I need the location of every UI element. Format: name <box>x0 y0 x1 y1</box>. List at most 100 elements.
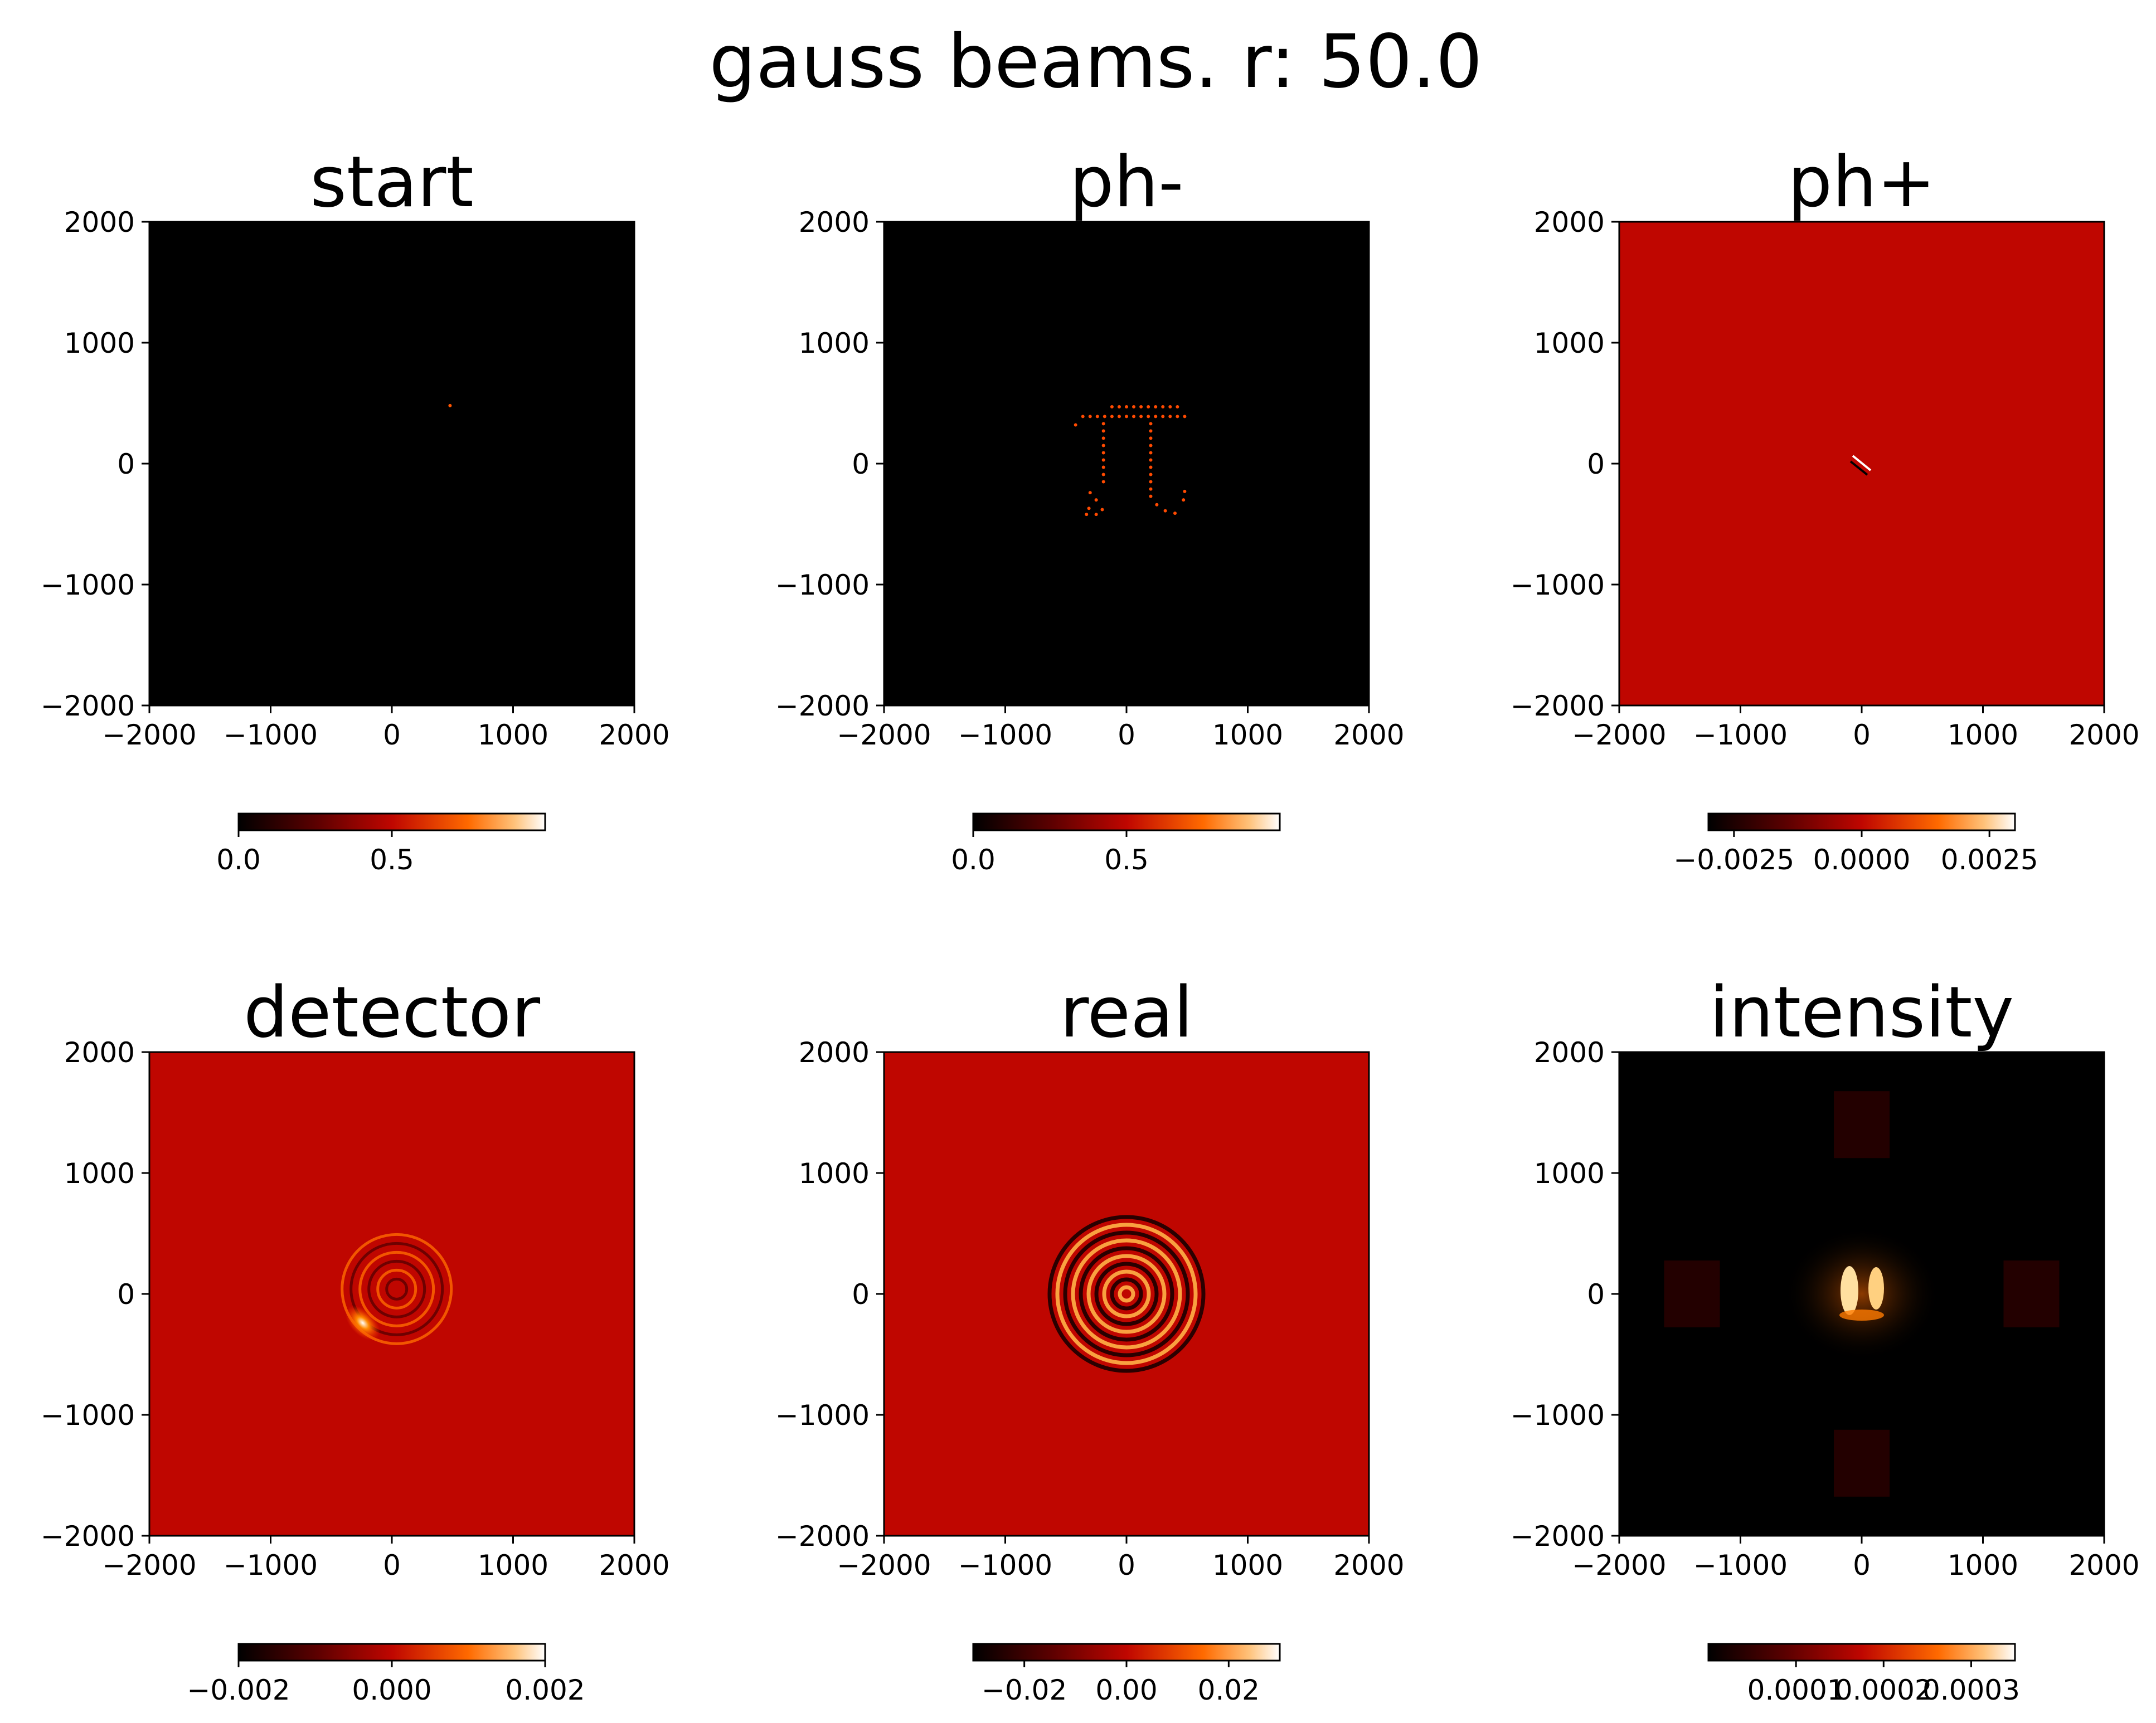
y-tick-label: 1000 <box>64 327 135 359</box>
colorbar <box>1707 1643 2016 1662</box>
y-tick-label: −1000 <box>775 1399 870 1432</box>
fringe-ring <box>349 1242 444 1336</box>
x-tick-label: −2000 <box>102 719 196 751</box>
beam-spot <box>1110 415 1114 418</box>
heatmap-image <box>884 222 1369 705</box>
beam-spot <box>1161 405 1165 409</box>
panel-title: ph+ <box>1788 141 1935 223</box>
fringe-ring <box>1110 1277 1143 1311</box>
x-tick-label: 2000 <box>2068 1549 2139 1581</box>
panel-6: intensity −2000 −1000 0 1000 2000 2000 1000 0 −10… <box>1511 971 2140 1706</box>
x-tick-label: 2000 <box>2068 719 2139 751</box>
side-lobe <box>1834 1091 1890 1159</box>
beam-spot <box>1101 480 1105 484</box>
panel-2: ph- −2000 −1000 0 1000 2000 2000 1000 0 −1000 −200… <box>775 141 1405 876</box>
colorbar-tick-label: 0.0003 <box>1922 1674 2020 1706</box>
colorbar-tick-label: −0.002 <box>187 1674 290 1706</box>
x-tick-label: 0 <box>383 719 401 751</box>
fringe-ring <box>1118 1285 1135 1303</box>
fringe-ring <box>1047 1215 1206 1373</box>
side-lobe <box>2003 1260 2060 1327</box>
y-tick-label: 2000 <box>64 1036 135 1069</box>
beam-spot <box>1168 415 1172 418</box>
y-tick-label: 2000 <box>799 206 870 239</box>
heatmap-features <box>1074 405 1187 517</box>
heatmap-features <box>448 403 452 407</box>
colorbar <box>237 812 546 831</box>
beam-spot <box>1147 415 1150 418</box>
colorbar-tick-label: 0.00 <box>1095 1674 1157 1706</box>
fringe-ring <box>1063 1230 1190 1357</box>
fringe-ring <box>367 1259 426 1318</box>
y-tick-label: −2000 <box>41 1520 135 1552</box>
x-tick-label: 2000 <box>599 1549 669 1581</box>
beam-spot <box>1094 498 1098 502</box>
beam-spot <box>1154 405 1158 409</box>
y-tick-label: 1000 <box>799 1157 870 1190</box>
y-tick-label: −1000 <box>41 569 135 601</box>
heatmap-features <box>1047 1215 1206 1373</box>
beam-spot <box>1103 415 1106 418</box>
colorbar <box>1707 812 2016 831</box>
side-lobe <box>1664 1260 1720 1327</box>
fringe-ring <box>1079 1246 1174 1342</box>
beam-spot <box>1182 498 1186 502</box>
beam-spot <box>1149 494 1153 498</box>
x-tick-label: 0 <box>1118 1549 1135 1581</box>
fringe-ring <box>1102 1269 1151 1318</box>
x-tick-label: 0 <box>1118 719 1135 751</box>
beam-spot <box>1081 415 1085 418</box>
panel-title: ph- <box>1069 141 1183 223</box>
beam-spot <box>1088 415 1092 418</box>
y-tick-label: 0 <box>852 448 870 480</box>
x-tick-label: 0 <box>383 1549 401 1581</box>
beam-spot <box>1139 405 1143 409</box>
heatmap-features <box>1664 1091 2060 1497</box>
beam-spot <box>1154 415 1158 418</box>
x-tick-label: −1000 <box>1693 719 1788 751</box>
beam-spot <box>1074 423 1077 427</box>
beam-spot <box>1101 422 1105 426</box>
y-tick-label: −2000 <box>775 1520 870 1552</box>
beam-spot <box>1176 415 1179 418</box>
beam-spot <box>1094 513 1098 517</box>
y-tick-label: 0 <box>1587 448 1605 480</box>
x-tick-label: −1000 <box>1693 1549 1788 1581</box>
y-tick-label: 2000 <box>799 1036 870 1069</box>
beam-spot <box>1117 405 1121 409</box>
x-tick-label: 1000 <box>1948 1549 2018 1581</box>
beam-spot <box>1101 429 1105 433</box>
beam-spot <box>1176 405 1179 409</box>
colorbar-tick-label: 0.000 <box>352 1674 431 1706</box>
beam-spot <box>1173 511 1177 515</box>
y-tick-label: 2000 <box>1534 206 1605 239</box>
beam-spot <box>1132 405 1136 409</box>
y-tick-label: 0 <box>117 448 135 480</box>
colorbar-tick-label: 0.0 <box>216 844 261 876</box>
phase-mark <box>1849 460 1868 476</box>
beam-spot <box>1085 513 1089 517</box>
colorbar-tick-label: 0.002 <box>505 1674 585 1706</box>
x-tick-label: 2000 <box>599 719 669 751</box>
y-tick-label: −1000 <box>41 1399 135 1432</box>
beam-spot <box>1149 451 1153 455</box>
y-tick-label: 1000 <box>1534 1157 1605 1190</box>
beam-spot <box>1149 480 1153 484</box>
x-tick-label: 1000 <box>1948 719 2018 751</box>
colorbar-tick-label: 0.0002 <box>1835 1674 1932 1706</box>
figure-title: gauss beams. r: 50.0 <box>709 19 1482 105</box>
beam-spot <box>1149 458 1153 462</box>
y-tick-label: −1000 <box>775 569 870 601</box>
beam-spot <box>1149 473 1153 476</box>
panel-title: real <box>1060 971 1193 1053</box>
y-tick-label: 2000 <box>64 206 135 239</box>
x-tick-label: 2000 <box>1333 1549 1404 1581</box>
y-tick-label: −1000 <box>1511 569 1605 601</box>
x-tick-label: 1000 <box>478 1549 548 1581</box>
intensity-peak <box>1839 1310 1884 1321</box>
beam-spot <box>448 403 452 407</box>
y-tick-label: −2000 <box>775 690 870 722</box>
fringe-ring <box>1094 1262 1159 1326</box>
fringe-ring <box>1071 1238 1182 1350</box>
